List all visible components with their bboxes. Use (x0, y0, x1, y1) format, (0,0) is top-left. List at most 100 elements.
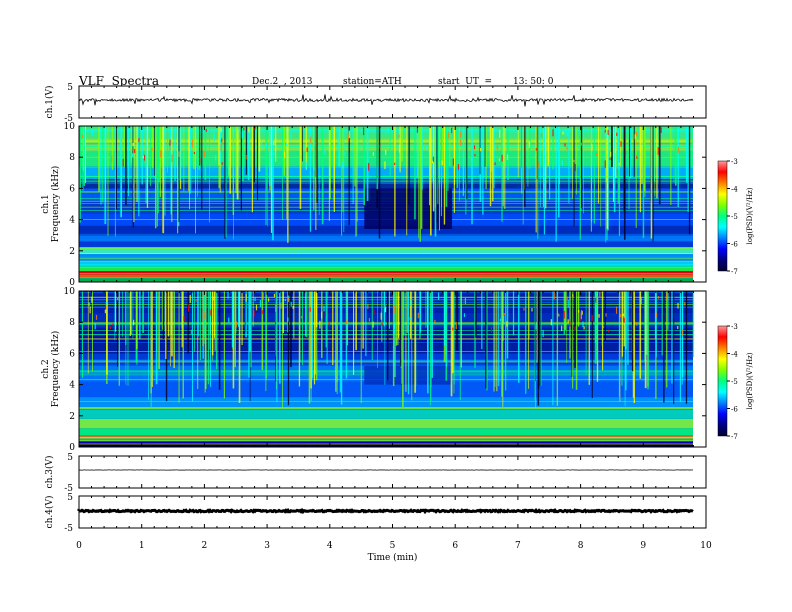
speckle (328, 321, 330, 327)
speckle (496, 145, 498, 150)
frequency-band (79, 428, 693, 437)
sferic-streak (395, 291, 398, 346)
speckle (243, 127, 245, 131)
tone-line (79, 338, 693, 340)
speckle (681, 329, 684, 336)
speckle (684, 302, 686, 306)
sferic-streak (406, 126, 408, 236)
sferic-streak (598, 126, 599, 204)
sferic-streak (484, 126, 486, 167)
speckle (609, 157, 611, 160)
speckle (498, 158, 501, 162)
sferic-streak (209, 126, 210, 223)
sferic-streak (189, 126, 191, 210)
sferic-streak (397, 291, 399, 346)
sferic-streak (543, 126, 546, 235)
speckle (610, 151, 612, 157)
sferic-streak (150, 291, 152, 408)
sferic-streak (326, 291, 328, 364)
sferic-streak (129, 291, 131, 337)
sferic-streak (573, 126, 575, 227)
sferic-streak (195, 126, 196, 234)
x-tick-label: 8 (578, 541, 584, 551)
speckle (677, 146, 680, 153)
sferic-streak (524, 126, 526, 208)
speckle (345, 320, 348, 325)
sferic-streak (431, 291, 434, 378)
speckle (417, 312, 419, 319)
sferic-streak (171, 126, 173, 223)
sferic-streak (677, 126, 679, 208)
sferic-streak (600, 126, 602, 227)
tone-line (79, 407, 693, 408)
sferic-streak (210, 291, 212, 387)
sferic-streak (545, 126, 547, 209)
speckle (190, 329, 193, 334)
tone-line (79, 323, 693, 324)
sferic-streak (605, 126, 607, 243)
speckle (605, 132, 607, 139)
speckle (241, 131, 243, 139)
tone-line (79, 273, 693, 274)
sferic-streak (136, 291, 138, 349)
sferic-streak (328, 126, 330, 221)
sferic-streak (81, 291, 84, 378)
speckle (561, 160, 564, 166)
sferic-streak (219, 126, 222, 163)
speckle (634, 134, 636, 140)
sferic-streak (157, 126, 159, 214)
sferic-streak (572, 126, 573, 199)
sferic-streak (178, 126, 180, 223)
speckle (558, 314, 560, 317)
sferic-streak (102, 126, 104, 203)
sferic-streak (591, 291, 593, 399)
sferic-streak (136, 126, 138, 203)
sferic-streak (583, 126, 584, 214)
y-tick-label: 6 (69, 349, 75, 359)
sferic-streak (250, 291, 252, 368)
speckle (567, 132, 569, 137)
speckle (636, 322, 638, 326)
tone-line (79, 364, 693, 366)
sferic-streak (346, 291, 349, 346)
sferic-streak (340, 291, 342, 405)
speckle (105, 301, 108, 305)
sferic-streak (650, 126, 653, 239)
start-ut-value: 13: 50: 0 (513, 77, 554, 87)
tone-line (79, 131, 693, 133)
sferic-streak (594, 291, 597, 364)
speckle (473, 145, 476, 150)
speckle (574, 326, 576, 331)
speckle (384, 307, 387, 313)
speckle (622, 313, 624, 317)
speckle (255, 304, 258, 311)
tone-line (79, 299, 693, 301)
sferic-streak (489, 126, 492, 207)
speckle (677, 302, 679, 309)
sferic-streak (557, 126, 560, 218)
sferic-streak (190, 126, 192, 194)
sferic-streak (329, 126, 331, 200)
sferic-streak (525, 291, 527, 394)
sferic-streak (286, 126, 288, 220)
panel-frame (78, 455, 707, 489)
speckle (564, 143, 566, 147)
panel-ch3-waveform (78, 455, 707, 489)
sferic-streak (116, 126, 117, 210)
x-tick-label: 10 (700, 541, 712, 551)
speckle (561, 325, 563, 332)
speckle (288, 296, 290, 302)
sferic-streak (393, 126, 394, 168)
sferic-streak (211, 291, 214, 356)
speckle (393, 322, 396, 329)
sferic-streak (92, 291, 94, 372)
sferic-streak (685, 291, 688, 404)
sferic-streak (539, 126, 541, 207)
colorbar-tick-label: -3 (731, 323, 738, 331)
y-tick-label: 0 (69, 443, 75, 453)
tone-line (79, 146, 693, 148)
speckle (565, 129, 567, 136)
sferic-streak (204, 126, 207, 181)
speckle (607, 129, 609, 136)
sferic-streak (465, 126, 468, 200)
